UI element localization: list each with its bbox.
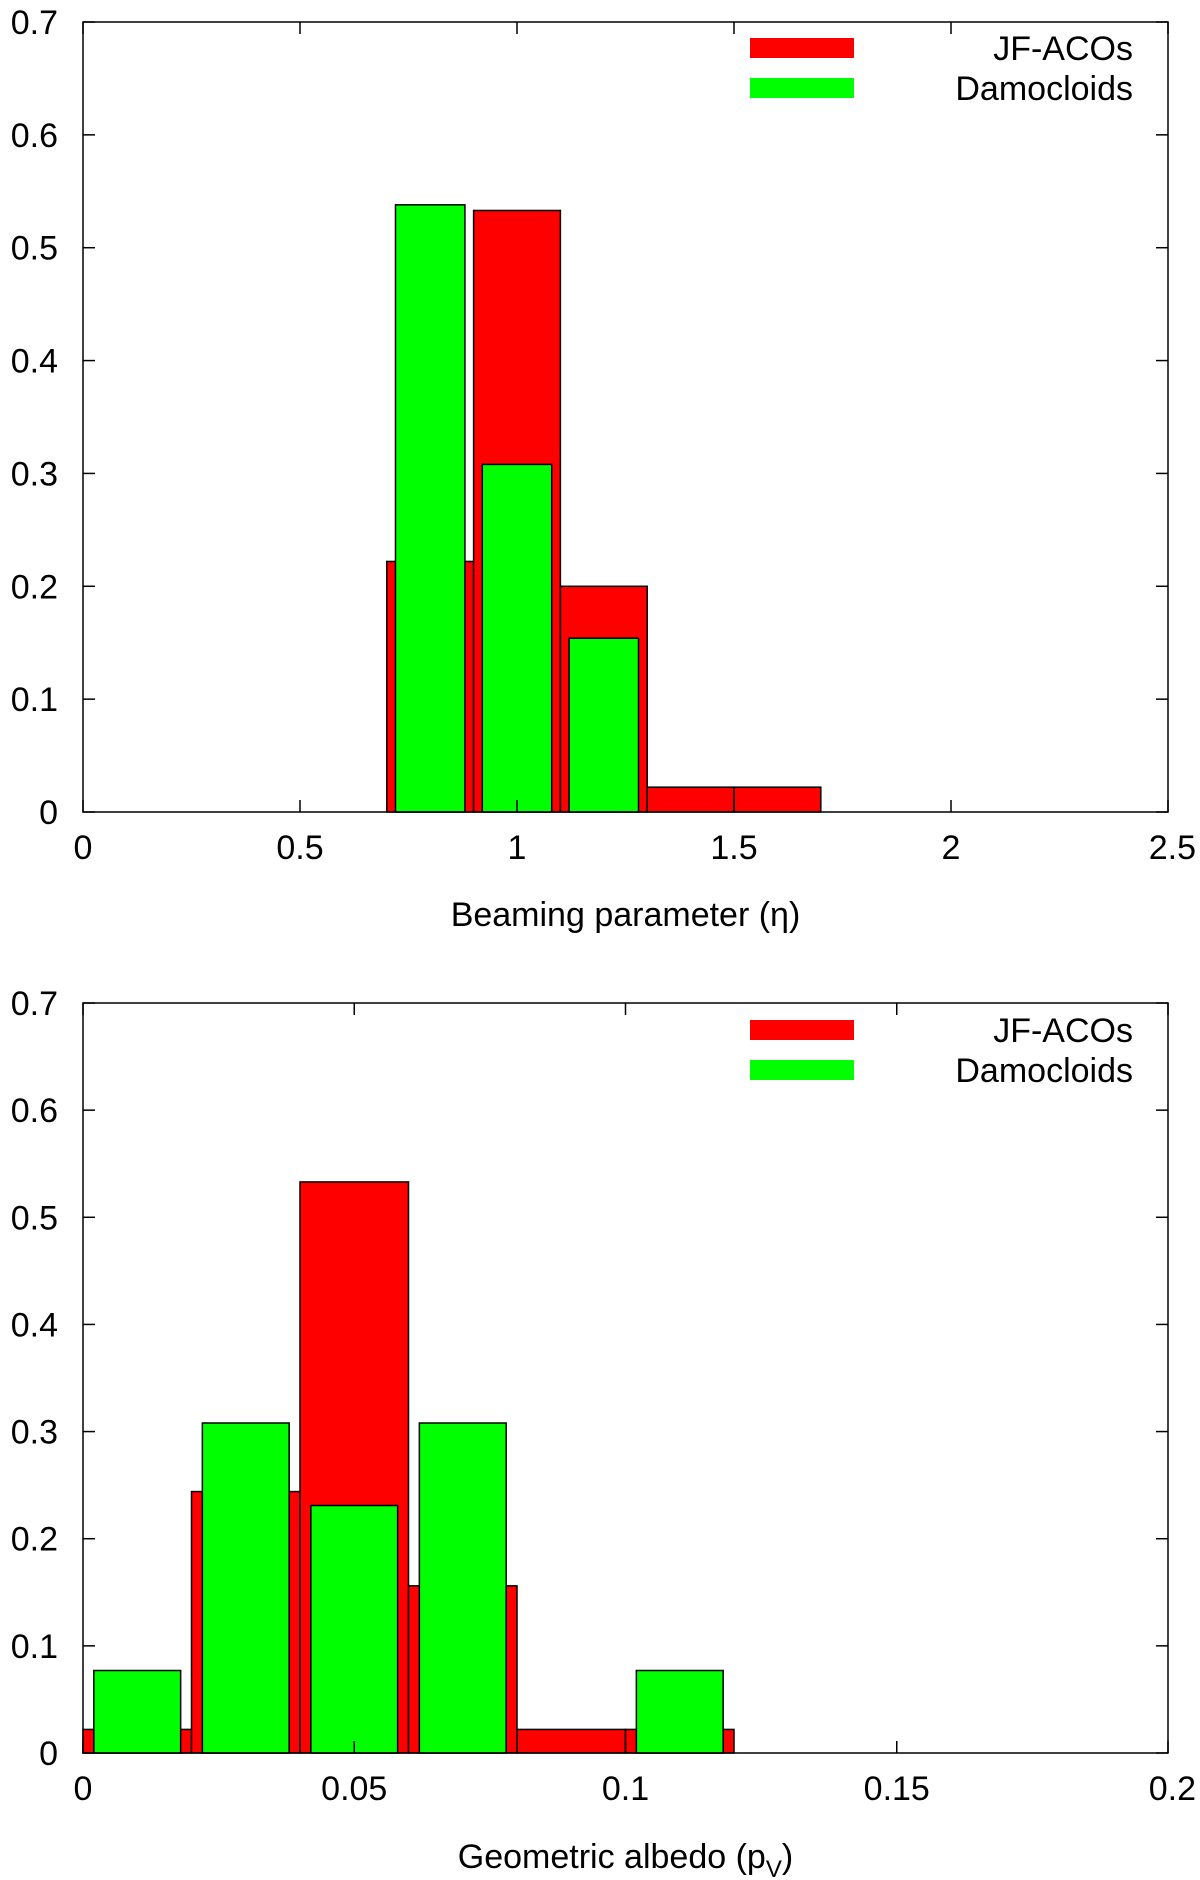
bar-damocloids-1: [481, 463, 553, 813]
y-tick-label: 0.7: [11, 985, 58, 1023]
bar-damocloids-2: [310, 1504, 399, 1754]
y-tick-label: 0.6: [11, 1092, 58, 1130]
y-tick-label: 0.5: [11, 1199, 58, 1237]
legend-label-damocloids: Damocloids: [955, 1052, 1133, 1090]
plot-frame: [82, 21, 1169, 813]
legend-swatch-damocloids: [750, 78, 854, 98]
legend-swatch-jf-acos: [750, 38, 854, 58]
x-tick-label: 1: [508, 829, 527, 867]
legend-label-damocloids: Damocloids: [955, 70, 1133, 108]
y-tick-label: 0.2: [11, 568, 58, 606]
x-tick-label: 0.2: [1149, 1770, 1196, 1808]
bar-jf-acos-4: [516, 1728, 627, 1754]
y-tick-label: 0.5: [11, 230, 58, 268]
x-axis-label: Beaming parameter (η): [451, 896, 801, 934]
y-tick-label: 0: [39, 1735, 58, 1773]
y-tick-label: 0.3: [11, 455, 58, 493]
y-tick-label: 0.1: [11, 681, 58, 719]
legend-swatch-jf-acos: [750, 1020, 854, 1040]
y-tick-label: 0.4: [11, 1306, 58, 1344]
x-tick-label: 2: [942, 829, 961, 867]
y-tick-label: 0.3: [11, 1414, 58, 1452]
bar-damocloids-0: [394, 204, 466, 813]
beaming-parameter-histogram: 0 0.1 0.2 0.3 0.4 0.5 0.6 0.7 0 0.5 1 1.5 2 2.5 Beamin…: [11, 4, 1196, 934]
legend-label-jf-acos: JF-ACOs: [993, 1012, 1133, 1050]
x-tick-label: 0: [74, 1770, 93, 1808]
y-tick-label: 0.7: [11, 4, 58, 42]
bar-damocloids-2: [568, 637, 640, 813]
x-tick-label: 2.5: [1149, 829, 1196, 867]
y-tick-label: 0.1: [11, 1628, 58, 1666]
x-tick-label: 0.5: [276, 829, 323, 867]
geometric-albedo-histogram: 0 0.1 0.2 0.3 0.4 0.5 0.6 0.7 0 0.05 0.1 0.15 0.2 Geo…: [11, 985, 1196, 1880]
legend-label-jf-acos: JF-ACOs: [993, 30, 1133, 68]
bar-damocloids-0: [93, 1669, 182, 1754]
x-tick-label: 0.1: [602, 1770, 649, 1808]
x-tick-label: 1.5: [710, 829, 757, 867]
bar-damocloids-3: [418, 1422, 507, 1754]
series-damocloids: [394, 204, 640, 813]
x-tick-label: 0.15: [864, 1770, 930, 1808]
y-tick-label: 0: [39, 794, 58, 832]
y-tick-label: 0.2: [11, 1521, 58, 1559]
x-tick-label: 0.05: [321, 1770, 387, 1808]
bar-damocloids-4: [635, 1669, 724, 1754]
x-tick-label: 0: [74, 829, 93, 867]
legend-swatch-damocloids: [750, 1060, 854, 1080]
bar-jf-acos-4: [733, 786, 822, 813]
y-tick-label: 0.4: [11, 343, 58, 381]
bar-jf-acos-3: [646, 786, 735, 813]
bar-damocloids-1: [201, 1422, 290, 1754]
y-tick-label: 0.6: [11, 117, 58, 155]
x-axis-label: Geometric albedo (pV): [458, 1838, 793, 1880]
